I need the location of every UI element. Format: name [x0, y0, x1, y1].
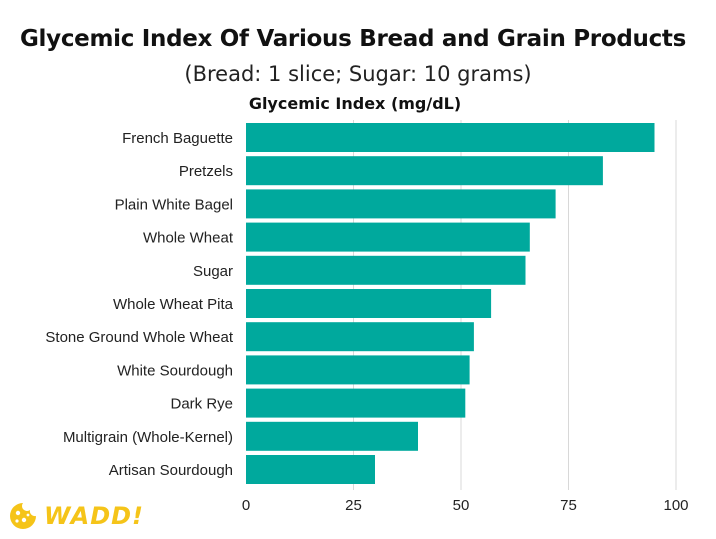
- category-label: Stone Ground Whole Wheat: [45, 329, 233, 346]
- x-tick-label: 0: [242, 497, 250, 514]
- bar: [246, 222, 530, 252]
- bar: [246, 123, 655, 152]
- bar: [246, 289, 492, 318]
- x-tick-label: 25: [345, 497, 362, 514]
- logo-text: WADD!: [44, 502, 144, 530]
- category-label: White Sourdough: [117, 362, 233, 379]
- category-label: Pretzels: [179, 163, 233, 180]
- brand-logo: WADD!: [8, 500, 144, 532]
- category-label: Whole Wheat Pita: [113, 296, 234, 313]
- category-label: Multigrain (Whole-Kernel): [63, 429, 233, 446]
- category-label: Artisan Sourdough: [109, 462, 233, 479]
- axis-title: Glycemic Index (mg/dL): [248, 94, 462, 113]
- bar: [246, 388, 466, 418]
- cookie-icon: [10, 503, 36, 529]
- bar: [246, 255, 526, 285]
- category-label: Plain White Bagel: [115, 196, 233, 213]
- category-label: French Baguette: [122, 130, 233, 147]
- x-tick-label: 75: [560, 497, 577, 514]
- bar: [246, 156, 603, 186]
- bar: [246, 322, 474, 352]
- category-label: Dark Rye: [170, 396, 233, 413]
- bar: [246, 421, 418, 451]
- category-label: Sugar: [193, 263, 233, 280]
- bar: [246, 355, 470, 385]
- chart-subtitle: (Bread: 1 slice; Sugar: 10 grams): [184, 62, 532, 86]
- chart-title: Glycemic Index Of Various Bread and Grai…: [19, 26, 687, 52]
- bar: [246, 189, 556, 219]
- bar: [246, 455, 375, 484]
- x-tick-label: 50: [453, 497, 470, 514]
- x-tick-label: 100: [663, 497, 688, 514]
- category-label: Whole Wheat: [143, 230, 234, 247]
